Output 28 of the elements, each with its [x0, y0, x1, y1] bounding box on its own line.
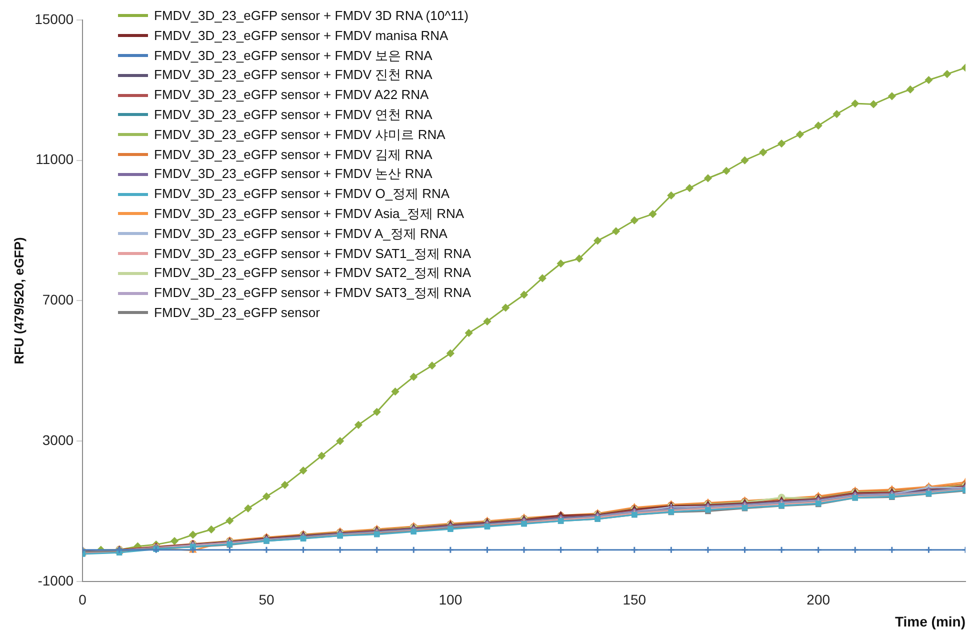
x-tick-label: 100 [438, 592, 462, 608]
legend-label: FMDV_3D_23_eGFP sensor [154, 304, 320, 322]
y-axis-title: RFU (479/520, eGFP) [11, 237, 26, 364]
x-tick-label: 200 [806, 592, 830, 608]
legend-label: FMDV_3D_23_eGFP sensor + FMDV 김제 RNA [154, 146, 432, 164]
legend-label: FMDV_3D_23_eGFP sensor + FMDV manisa RNA [154, 26, 448, 45]
y-tick-label: 11000 [36, 151, 74, 168]
x-axis-title: Time (min) [894, 613, 966, 630]
legend-label: FMDV_3D_23_eGFP sensor + FMDV 연천 RNA [154, 106, 432, 124]
legend-label: FMDV_3D_23_eGFP sensor + FMDV 3D RNA (10^11) [154, 7, 468, 25]
legend-label: FMDV_3D_23_eGFP sensor + FMDV SAT2_정제 RNA [154, 264, 472, 282]
legend-label: FMDV_3D_23_eGFP sensor + FMDV 논산 RNA [154, 165, 432, 184]
legend-label: FMDV_3D_23_eGFP sensor + FMDV Asia_정제 RNA [154, 204, 464, 223]
legend-label: FMDV_3D_23_eGFP sensor + FMDV 진천 RNA [154, 66, 432, 84]
legend-label: FMDV_3D_23_eGFP sensor + FMDV A_정제 RNA [154, 224, 448, 243]
y-tick-label: 3000 [42, 432, 74, 448]
x-tick-label: 50 [258, 592, 274, 608]
y-tick-label: -1000 [38, 572, 74, 588]
x-tick-label: 150 [622, 592, 646, 608]
y-tick-label: 15000 [34, 10, 74, 27]
legend-label: FMDV_3D_23_eGFP sensor + FMDV SAT1_정제 RNA [154, 244, 472, 263]
legend-label: FMDV_3D_23_eGFP sensor + FMDV 보은 RNA [154, 46, 432, 65]
legend-label: FMDV_3D_23_eGFP sensor + FMDV O_정제 RNA [154, 185, 450, 204]
legend-label: FMDV_3D_23_eGFP sensor + FMDV SAT3_정제 RNA [154, 284, 472, 302]
legend-label: FMDV_3D_23_eGFP sensor + FMDV A22 RNA [154, 86, 429, 104]
y-tick-label: 7000 [42, 292, 74, 308]
x-tick-label: 0 [78, 592, 87, 608]
legend-label: FMDV_3D_23_eGFP sensor + FMDV 샤미르 RNA [154, 126, 446, 144]
